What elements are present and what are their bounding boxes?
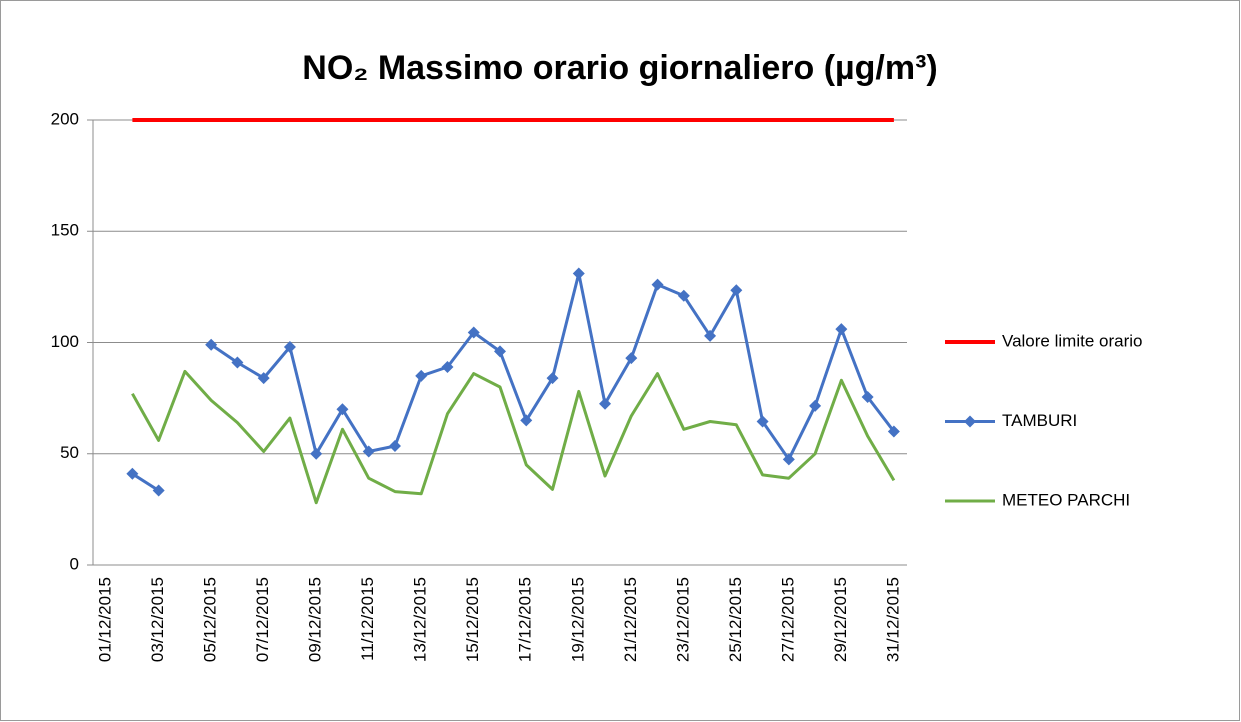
- data-marker: [651, 278, 664, 291]
- legend-label: METEO PARCHI: [1002, 490, 1130, 509]
- x-tick-label: 27/12/2015: [778, 577, 797, 662]
- data-marker: [756, 415, 769, 428]
- x-tick-label: 09/12/2015: [306, 577, 325, 662]
- y-tick-label: 200: [51, 109, 79, 128]
- data-marker: [310, 447, 323, 460]
- x-tick-label: 23/12/2015: [673, 577, 692, 662]
- data-marker: [677, 289, 690, 302]
- x-tick-label: 19/12/2015: [568, 577, 587, 662]
- x-tick-label: 05/12/2015: [201, 577, 220, 662]
- y-tick-label: 0: [70, 554, 79, 573]
- data-marker: [283, 340, 296, 353]
- data-marker: [704, 329, 717, 342]
- data-marker: [388, 439, 401, 452]
- data-marker: [467, 326, 480, 339]
- x-tick-label: 21/12/2015: [621, 577, 640, 662]
- x-tick-label: 31/12/2015: [883, 577, 902, 662]
- x-tick-label: 03/12/2015: [148, 577, 167, 662]
- data-marker: [572, 267, 585, 280]
- data-marker: [205, 338, 218, 351]
- y-tick-label: 100: [51, 332, 79, 351]
- legend-label: TAMBURI: [1002, 411, 1077, 430]
- data-marker: [520, 414, 533, 427]
- data-marker: [336, 403, 349, 416]
- data-marker: [809, 399, 822, 412]
- data-marker: [861, 391, 874, 404]
- x-tick-label: 01/12/2015: [96, 577, 115, 662]
- x-tick-label: 25/12/2015: [726, 577, 745, 662]
- data-marker: [362, 445, 375, 458]
- x-tick-label: 13/12/2015: [411, 577, 430, 662]
- x-tick-label: 15/12/2015: [463, 577, 482, 662]
- data-marker: [782, 453, 795, 466]
- data-marker: [625, 352, 638, 365]
- data-marker: [415, 369, 428, 382]
- x-tick-label: 07/12/2015: [253, 577, 272, 662]
- data-marker: [835, 323, 848, 336]
- x-tick-label: 29/12/2015: [831, 577, 850, 662]
- series-line: [131, 369, 896, 505]
- legend-marker: [964, 415, 976, 428]
- data-marker: [599, 397, 612, 410]
- y-tick-label: 50: [60, 443, 79, 462]
- legend-label: Valore limite orario: [1002, 331, 1142, 350]
- data-marker: [887, 425, 900, 438]
- data-marker: [126, 467, 139, 480]
- data-marker: [257, 372, 270, 385]
- data-marker: [546, 372, 559, 385]
- data-marker: [494, 345, 506, 358]
- data-marker: [441, 360, 454, 373]
- x-tick-label: 11/12/2015: [358, 577, 377, 661]
- data-marker: [231, 356, 244, 369]
- y-tick-label: 150: [51, 221, 79, 240]
- x-tick-label: 17/12/2015: [516, 577, 535, 662]
- data-marker: [730, 284, 743, 297]
- data-marker: [152, 484, 165, 497]
- chart-title: NO₂ Massimo orario giornaliero (µg/m³): [302, 49, 937, 87]
